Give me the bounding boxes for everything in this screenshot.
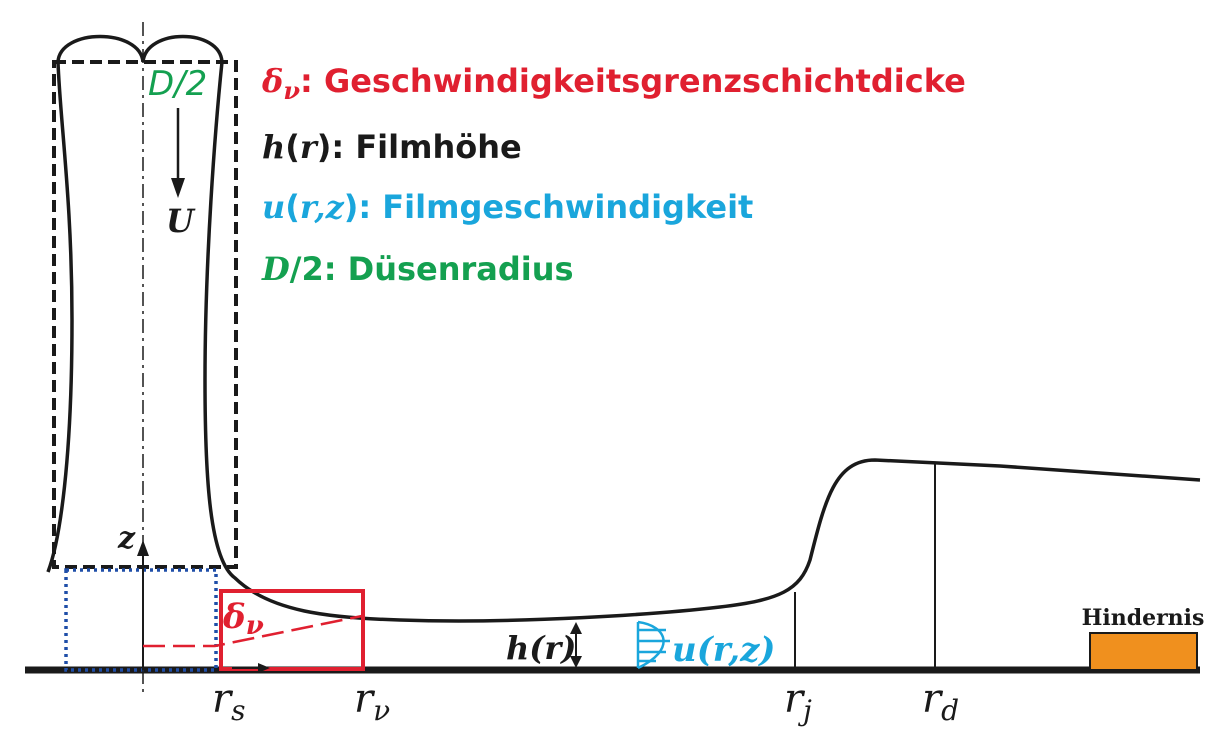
velocity-profile-icon xyxy=(636,620,670,670)
film-height-arrow-bottom xyxy=(570,656,582,668)
boundary-layer-symbol: δν xyxy=(222,597,264,641)
jet-velocity-label: U xyxy=(166,202,196,240)
film-velocity-label: u(r,z) xyxy=(672,630,775,670)
legend-film-height: h(r): Filmhöhe xyxy=(262,128,522,166)
boundary-layer-box xyxy=(219,589,365,671)
jet-free-surface xyxy=(46,61,1201,623)
nozzle-top-left-lobe xyxy=(56,34,145,63)
obstacle-block xyxy=(1089,632,1198,671)
stagnation-region-box xyxy=(64,568,218,672)
nozzle-top-right-lobe xyxy=(141,34,224,63)
rs-arrowhead xyxy=(258,663,270,673)
nozzle-radius-label: D/2 xyxy=(148,64,207,104)
nozzle-region-box xyxy=(52,60,238,569)
boundary-layer-thickness-line xyxy=(143,614,363,648)
legend-nozzle-radius: D/2: Düsenradius xyxy=(261,250,574,288)
jet-velocity-arrowhead xyxy=(171,178,185,198)
legend-film-velocity: u(r,z): Filmgeschwindigkeit xyxy=(262,188,753,226)
obstacle-label: Hindernis xyxy=(1082,605,1205,631)
tick-rd: rd xyxy=(922,676,959,727)
film-height-label: h(r) xyxy=(506,629,576,667)
film-height-arrow-top xyxy=(570,622,582,634)
z-axis-arrowhead xyxy=(137,540,149,556)
tick-rv: rν xyxy=(354,676,390,727)
z-axis-label: z xyxy=(117,521,136,556)
tick-rs: rs xyxy=(212,676,246,727)
legend-boundary-layer: δν: Geschwindigkeitsgrenzschichtdicke xyxy=(261,62,966,105)
tick-rj: rj xyxy=(784,676,812,727)
